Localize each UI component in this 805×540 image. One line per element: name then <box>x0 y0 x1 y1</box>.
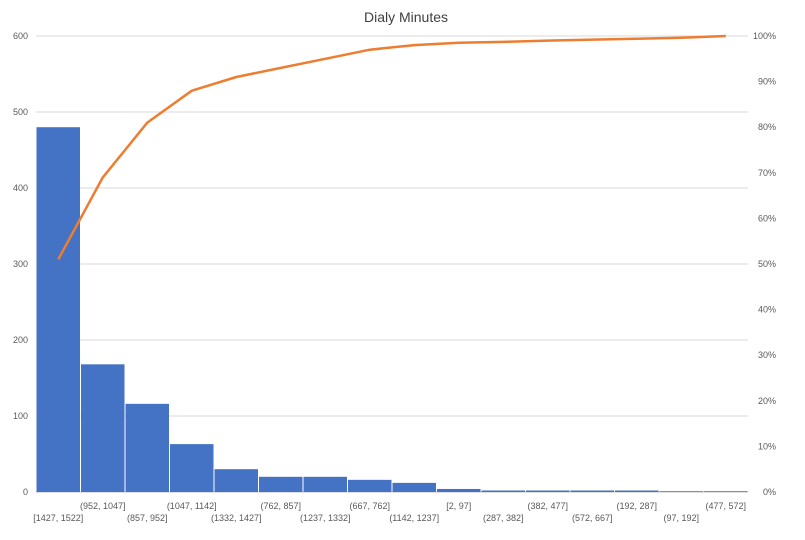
y-left-tick-label: 200 <box>13 335 28 345</box>
x-tick-label: (1332, 1427] <box>211 513 262 523</box>
y-right-tick-label: 30% <box>758 350 776 360</box>
histogram-bar <box>303 476 347 492</box>
histogram-bar <box>214 469 258 492</box>
cumulative-percent-line <box>57 34 726 260</box>
y-right-tick-label: 50% <box>758 259 776 269</box>
y-right-tick-label: 90% <box>758 77 776 87</box>
x-tick-label: (1237, 1332] <box>300 513 351 523</box>
histogram-bar <box>170 444 214 492</box>
histogram-bar <box>81 364 125 492</box>
x-tick-label: [1427, 1522] <box>33 513 83 523</box>
y-left-tick-label: 0 <box>23 487 28 497</box>
histogram-bar <box>348 479 392 492</box>
x-tick-label: (477, 572] <box>705 501 746 511</box>
x-tick-label: (952, 1047] <box>80 501 126 511</box>
histogram-bar <box>36 127 80 492</box>
y-left-tick-label: 400 <box>13 183 28 193</box>
histogram-bar <box>526 490 570 492</box>
y-right-tick-label: 0% <box>763 487 776 497</box>
histogram-bar <box>392 482 436 492</box>
histogram-bar <box>615 490 659 492</box>
x-tick-label: (667, 762] <box>349 501 390 511</box>
x-tick-label: (1047, 1142] <box>167 501 217 511</box>
x-tick-label: (382, 477] <box>527 501 568 511</box>
x-tick-label: (1142, 1237] <box>389 513 439 523</box>
x-tick-label: (97, 192] <box>663 513 699 523</box>
histogram-bar <box>570 490 614 492</box>
y-right-tick-label: 100% <box>753 31 776 41</box>
histogram-bar <box>659 491 703 492</box>
y-right-tick-label: 20% <box>758 396 776 406</box>
y-right-tick-label: 40% <box>758 305 776 315</box>
x-tick-label: (572, 667] <box>572 513 613 523</box>
y-right-tick-label: 10% <box>758 441 776 451</box>
chart-title: Dialy Minutes <box>364 9 448 25</box>
histogram-bar <box>481 490 525 492</box>
y-left-tick-label: 600 <box>13 31 28 41</box>
histogram-bar <box>437 488 481 492</box>
x-tick-label: [2, 97] <box>446 501 471 511</box>
y-left-tick-label: 500 <box>13 107 28 117</box>
x-tick-label: (192, 287] <box>616 501 657 511</box>
histogram-bar <box>125 403 169 492</box>
y-right-tick-label: 80% <box>758 122 776 132</box>
y-right-tick-label: 70% <box>758 168 776 178</box>
x-tick-label: (762, 857] <box>260 501 301 511</box>
y-left-tick-label: 300 <box>13 259 28 269</box>
x-tick-label: (857, 952] <box>127 513 168 523</box>
histogram-bar <box>259 476 303 492</box>
y-left-tick-label: 100 <box>13 411 28 421</box>
y-right-tick-label: 60% <box>758 213 776 223</box>
x-tick-label: (287, 382] <box>483 513 524 523</box>
histogram-bar <box>704 491 748 492</box>
